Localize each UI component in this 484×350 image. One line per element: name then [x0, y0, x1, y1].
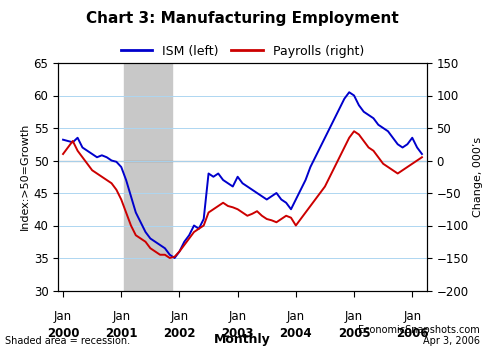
Text: 2002: 2002 — [163, 327, 196, 340]
Text: 2001: 2001 — [105, 327, 137, 340]
Text: Monthly: Monthly — [213, 334, 271, 346]
Y-axis label: Change, 000’s: Change, 000’s — [472, 137, 482, 217]
Text: Jan: Jan — [54, 310, 72, 323]
Text: Jan: Jan — [344, 310, 363, 323]
Bar — [123, 63, 172, 290]
Text: Jan: Jan — [170, 310, 188, 323]
Text: 2006: 2006 — [395, 327, 428, 340]
Text: 2005: 2005 — [337, 327, 370, 340]
Legend: ISM (left), Payrolls (right): ISM (left), Payrolls (right) — [116, 40, 368, 63]
Text: Jan: Jan — [286, 310, 304, 323]
Text: 2004: 2004 — [279, 327, 312, 340]
Text: 2003: 2003 — [221, 327, 254, 340]
Text: Shaded area = recession.: Shaded area = recession. — [5, 336, 130, 346]
Text: Jan: Jan — [228, 310, 246, 323]
Y-axis label: Index:>50=Growth: Index:>50=Growth — [19, 123, 30, 230]
Text: 2000: 2000 — [46, 327, 79, 340]
Text: Jan: Jan — [112, 310, 130, 323]
Text: Jan: Jan — [402, 310, 421, 323]
Text: EconomicSnapshots.com
Apr 3, 2006: EconomicSnapshots.com Apr 3, 2006 — [358, 325, 479, 346]
Text: Chart 3: Manufacturing Employment: Chart 3: Manufacturing Employment — [86, 10, 398, 26]
